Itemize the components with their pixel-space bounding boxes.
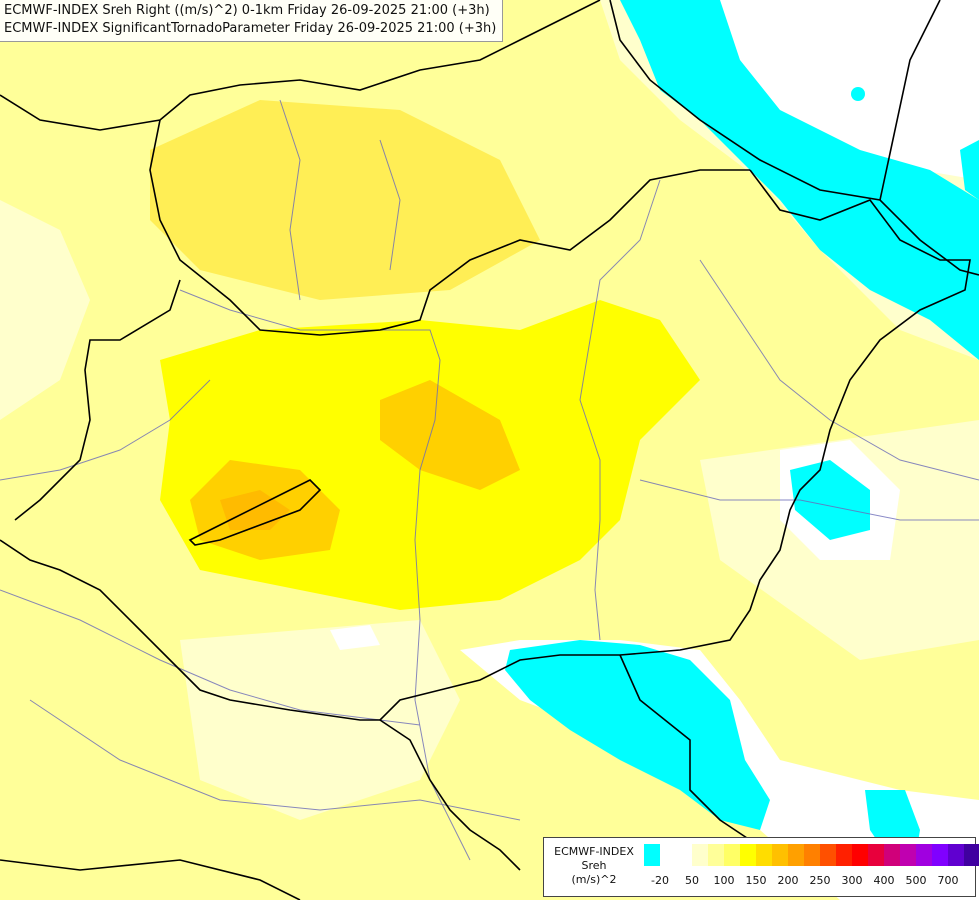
legend-swatch <box>788 844 804 866</box>
legend-tick-label: 300 <box>841 874 863 887</box>
river-north-2 <box>379 139 401 271</box>
river-danube <box>179 289 471 861</box>
legend-tick-label: 150 <box>745 874 767 887</box>
legend-tick-label: 700 <box>937 874 959 887</box>
legend-tick-label: 500 <box>905 874 927 887</box>
legend-swatch <box>676 844 692 866</box>
border-southeast <box>619 654 751 841</box>
legend-swatch <box>852 844 868 866</box>
legend-swatch <box>740 844 756 866</box>
river-east-1 <box>699 259 979 481</box>
legend-swatch <box>708 844 724 866</box>
legend-swatch <box>772 844 788 866</box>
legend-label-line3: (m/s)^2 <box>571 873 617 886</box>
legend-swatch <box>900 844 916 866</box>
map-title-line1: ECMWF-INDEX Sreh Right ((m/s)^2) 0-1km F… <box>4 3 490 18</box>
legend-swatch <box>820 844 836 866</box>
border-east-edge <box>879 0 941 201</box>
legend-swatch <box>836 844 852 866</box>
border-southwest <box>0 539 380 721</box>
legend-tick-label: 250 <box>809 874 831 887</box>
border-bottom-west <box>0 859 301 900</box>
legend-swatch <box>932 844 948 866</box>
river-sw <box>0 379 211 481</box>
river-east-2 <box>639 479 979 521</box>
map-title-line2: ECMWF-INDEX SignificantTornadoParameter … <box>4 21 497 36</box>
white-patch <box>330 625 380 650</box>
legend-swatch <box>884 844 900 866</box>
pale-zone-south <box>180 620 460 820</box>
cyan-dot <box>851 87 865 101</box>
legend-label-line2: Sreh <box>581 859 607 872</box>
legend-swatches <box>644 844 979 866</box>
legend-swatch <box>964 844 979 866</box>
pale-zone-west <box>0 200 90 420</box>
legend-tick-label: 400 <box>873 874 895 887</box>
legend-tick-label: 100 <box>713 874 735 887</box>
border-hungary-east <box>379 169 971 721</box>
legend-ticks: -20 50 100 150 200 250 300 400 500 700 <box>644 874 974 890</box>
legend-swatch <box>916 844 932 866</box>
river-sava <box>29 699 521 821</box>
river-tisza <box>579 179 661 641</box>
orange-zone-center <box>380 380 520 490</box>
border-south <box>379 719 521 871</box>
color-legend: ECMWF-INDEX Sreh (m/s)^2 -20 50 100 150 200 2… <box>543 837 979 897</box>
legend-tick-label: 50 <box>685 874 699 887</box>
legend-swatch <box>756 844 772 866</box>
cyan-zone-south <box>505 640 770 830</box>
legend-swatch <box>868 844 884 866</box>
border-north <box>0 0 601 131</box>
legend-label-line1: ECMWF-INDEX <box>554 845 634 858</box>
map-title-box: ECMWF-INDEX Sreh Right ((m/s)^2) 0-1km F… <box>0 0 504 42</box>
legend-swatch <box>724 844 740 866</box>
border-hungary-west <box>14 279 181 521</box>
legend-swatch <box>660 844 676 866</box>
border-hungary-north <box>149 119 750 336</box>
legend-swatch <box>692 844 708 866</box>
legend-label: ECMWF-INDEX Sreh (m/s)^2 <box>546 845 642 887</box>
cyan-zone-ne-edge <box>960 140 979 200</box>
legend-tick-label: -20 <box>651 874 669 887</box>
border-ne <box>609 0 979 276</box>
lake-balaton <box>188 479 322 546</box>
legend-swatch <box>644 844 660 866</box>
legend-swatch <box>804 844 820 866</box>
river-north-1 <box>279 99 301 301</box>
legend-swatch <box>948 844 964 866</box>
yellow-north <box>150 100 540 300</box>
legend-tick-label: 200 <box>777 874 799 887</box>
